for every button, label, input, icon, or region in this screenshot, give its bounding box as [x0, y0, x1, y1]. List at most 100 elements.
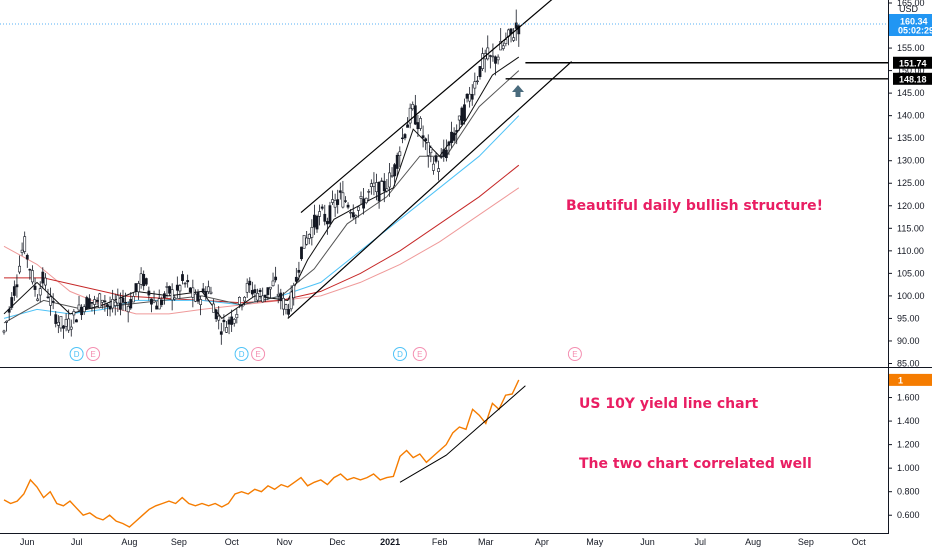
candle-body: [512, 37, 516, 41]
candlestick: [194, 289, 197, 303]
event-label: E: [572, 350, 577, 359]
candlestick: [126, 301, 130, 323]
candlestick: [150, 298, 153, 313]
candlestick: [514, 9, 518, 41]
candle-body: [325, 221, 329, 225]
candle-body: [31, 270, 34, 283]
candle-body: [444, 149, 448, 159]
yield-trend-line[interactable]: [399, 385, 526, 483]
candle-body: [20, 249, 24, 253]
dividend-event-marker[interactable]: D: [69, 347, 84, 361]
candle-body: [129, 299, 133, 309]
candle-body: [320, 206, 324, 209]
candlestick: [403, 132, 407, 141]
candle-body: [147, 290, 151, 296]
channel-upper-line[interactable]: [300, 0, 558, 213]
dividend-event-marker[interactable]: D: [393, 347, 407, 361]
price-tick-label: 110.00: [897, 246, 924, 256]
dividend-event-marker[interactable]: D: [234, 347, 249, 361]
candlestick: [382, 173, 386, 203]
bullish-structure-annotation: Beautiful daily bullish structure!: [566, 198, 823, 214]
candlestick: [269, 286, 272, 298]
candle-body: [165, 286, 169, 288]
candle-body: [468, 93, 472, 102]
earnings-event-marker[interactable]: E: [86, 347, 101, 361]
candle-body: [124, 301, 127, 304]
candlestick: [421, 125, 425, 148]
candle-body: [162, 293, 166, 299]
time-axis-label: May: [586, 537, 604, 547]
candlestick: [199, 295, 203, 316]
candlestick: [388, 163, 391, 197]
yield-current-label: 1: [898, 375, 903, 385]
price-level-label: 148.18: [899, 74, 927, 84]
candle-body: [460, 107, 464, 125]
price-axis[interactable]: 85.00 90.00 95.00 100.00 105.00 110.00 115.00 1…: [888, 0, 932, 534]
candlestick: [240, 304, 244, 311]
candlestick: [411, 101, 415, 111]
price-tick-label: 100.00: [897, 291, 925, 301]
price-tick-label: 145.00: [897, 88, 925, 98]
candlestick: [424, 137, 428, 151]
earnings-event-marker[interactable]: E: [251, 347, 266, 361]
price-tick-label: 115.00: [897, 223, 924, 233]
candle-body: [307, 234, 311, 239]
candlestick: [147, 286, 151, 301]
candlestick: [325, 217, 329, 235]
earnings-event-marker[interactable]: E: [567, 347, 582, 361]
candlestick: [284, 303, 288, 315]
candle-body: [199, 299, 203, 305]
candlestick: [488, 54, 492, 69]
candlestick: [447, 140, 451, 156]
candle-body: [72, 311, 76, 316]
candlestick: [12, 280, 16, 301]
candle-body: [196, 291, 200, 302]
candle-body: [38, 288, 42, 296]
time-axis-label: Jun: [20, 537, 35, 547]
event-label: D: [397, 350, 403, 359]
candle-body: [287, 309, 290, 315]
price-axis-ticks: 85.00 90.00 95.00 100.00 105.00 110.00 115.00 1…: [888, 0, 925, 368]
candle-body: [271, 280, 275, 287]
candlestick: [188, 287, 192, 294]
candle-body: [274, 276, 278, 281]
yield-tick-label: 1.000: [897, 463, 920, 473]
candlestick: [248, 277, 252, 294]
time-axis-label: Sep: [798, 537, 814, 547]
candlestick: [23, 231, 27, 255]
price-pane[interactable]: D E D E D E E Beautiful daily bullish structur…: [0, 0, 888, 367]
candle-body: [504, 39, 508, 45]
candle-body: [209, 291, 213, 294]
candlestick: [51, 293, 55, 310]
candle-body: [331, 199, 334, 203]
candle-body: [126, 306, 130, 313]
candlestick: [426, 134, 430, 168]
candle-body: [346, 204, 350, 208]
channel-lower-line[interactable]: [287, 61, 573, 319]
candlestick: [442, 139, 446, 162]
candle-body: [310, 227, 314, 238]
time-axis-label: Aug: [745, 537, 761, 547]
earnings-event-marker[interactable]: E: [412, 347, 427, 361]
candlestick: [82, 304, 86, 315]
candle-body: [227, 319, 231, 325]
candle-body: [488, 55, 492, 57]
candlestick: [333, 193, 337, 217]
candlestick: [155, 301, 159, 310]
time-axis[interactable]: Jun Jul Aug Sep Oct Nov Dec 2021 Feb Mar Apr May Jun…: [0, 533, 888, 548]
candlestick: [131, 292, 135, 303]
candle-body: [201, 288, 205, 293]
price-tick-label: 165.00: [897, 0, 925, 8]
yield-pane[interactable]: US 10Y yield line chart The two chart co…: [3, 379, 812, 528]
candle-body: [398, 151, 402, 156]
candle-body: [514, 22, 518, 29]
candlestick: [183, 281, 187, 288]
candle-body: [243, 296, 246, 302]
candle-body: [85, 297, 89, 310]
candlestick: [206, 280, 210, 295]
candle-body: [103, 300, 107, 303]
candle-body: [421, 135, 425, 138]
candlestick: [87, 294, 91, 309]
candle-body: [119, 302, 122, 310]
